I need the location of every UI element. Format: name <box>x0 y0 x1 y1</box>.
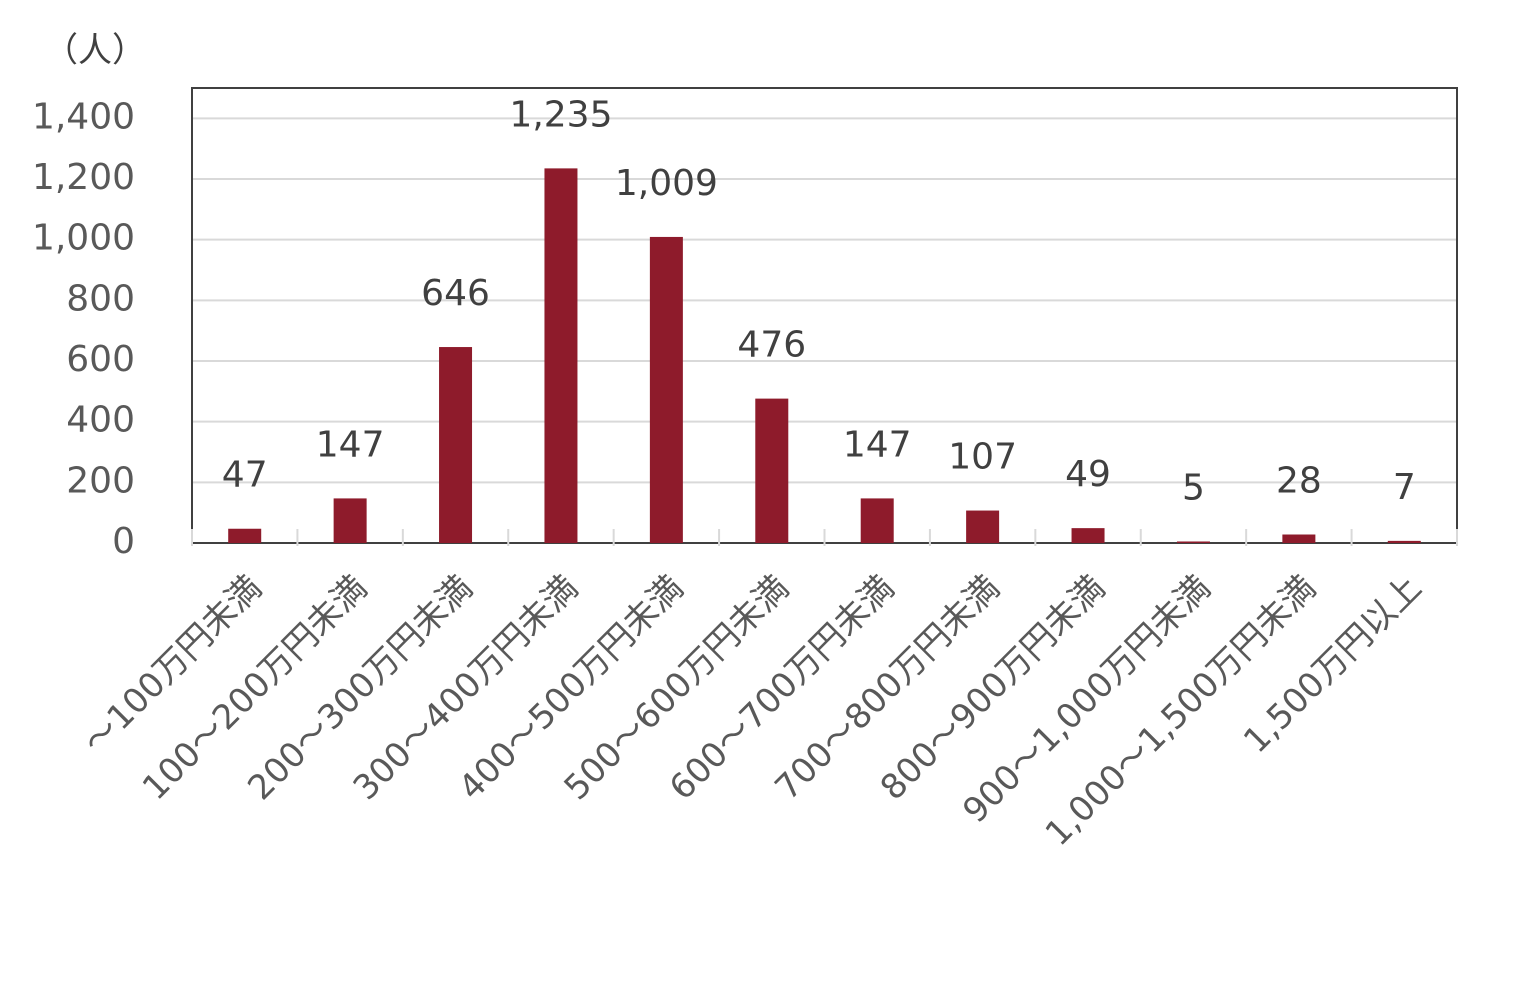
bar <box>1176 541 1210 543</box>
value-label: 47 <box>222 455 268 496</box>
x-tick-label: ～100万円未満 <box>75 568 269 762</box>
value-label: 5 <box>1182 467 1205 508</box>
bar <box>1071 528 1105 543</box>
value-label: 147 <box>316 424 385 465</box>
value-label: 107 <box>948 437 1017 478</box>
bar <box>1387 540 1421 543</box>
value-label: 1,009 <box>615 163 718 204</box>
y-tick-label: 0 <box>112 521 135 562</box>
plot-border <box>191 87 1458 544</box>
bar <box>439 347 473 543</box>
x-tick-label: 1,500万円以上 <box>1236 568 1429 761</box>
value-label: 7 <box>1393 467 1416 508</box>
y-tick-label: 400 <box>66 400 135 441</box>
value-label: 1,235 <box>509 94 612 135</box>
value-label: 646 <box>421 273 490 314</box>
y-tick-label: 600 <box>66 339 135 380</box>
bar <box>333 498 367 543</box>
bar <box>228 528 262 543</box>
value-label: 49 <box>1065 454 1111 495</box>
y-tick-label: 800 <box>66 278 135 319</box>
y-unit-label: （人） <box>44 31 146 71</box>
bar <box>966 510 1000 543</box>
bar <box>1282 534 1316 543</box>
value-label: 28 <box>1276 461 1322 502</box>
bar <box>755 398 789 543</box>
bar <box>860 498 894 543</box>
y-tick-label: 1,000 <box>32 218 135 259</box>
value-label: 147 <box>843 424 912 465</box>
y-tick-label: 200 <box>66 460 135 501</box>
value-label: 476 <box>737 325 806 366</box>
y-tick-label: 1,400 <box>32 96 135 137</box>
bar <box>649 236 683 544</box>
y-tick-label: 1,200 <box>32 157 135 198</box>
bar <box>544 168 578 543</box>
